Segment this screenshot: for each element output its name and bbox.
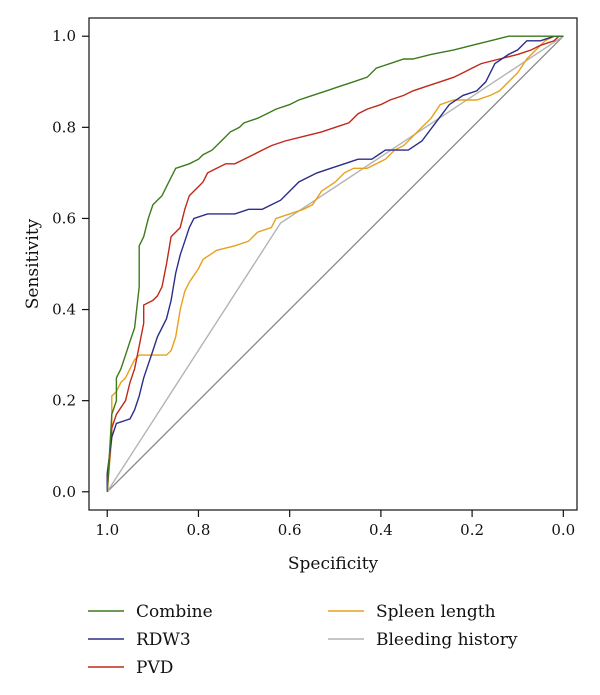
series-line-rdw3 [106,35,564,492]
y-axis-title: Sensitivity [23,218,43,309]
reference-line-layer [106,35,564,493]
x-tick-label: 0.0 [551,521,575,539]
y-tick-label: 0.2 [52,392,76,410]
series-line-combine [106,35,564,492]
legend-label-spleen-length: Spleen length [376,602,496,622]
x-tick-label: 1.0 [95,521,119,539]
series-line-pvd [106,35,564,492]
x-tick-label: 0.8 [187,521,211,539]
y-tick-label: 0.8 [52,118,76,136]
y-tick-label: 0.6 [52,209,76,227]
series-layer [106,35,564,493]
x-tick-label: 0.6 [278,521,302,539]
series-line-spleen-length [106,35,564,492]
plot-frame [88,17,578,511]
y-axis: 0.0 0.2 0.4 0.6 0.8 1.0 [52,27,89,501]
x-axis-title: Specificity [288,554,379,574]
x-tick-label: 0.4 [369,521,393,539]
legend-label-pvd: PVD [136,658,173,678]
y-tick-label: 0.4 [52,301,76,319]
x-axis: 1.0 0.8 0.6 0.4 0.2 0.0 [95,510,575,539]
y-tick-label: 1.0 [52,27,76,45]
legend: Combine RDW3 PVD Spleen length Bleeding hist… [88,602,518,678]
legend-label-combine: Combine [136,602,213,622]
reference-diagonal-line [106,35,564,493]
legend-label-bleeding-history: Bleeding history [376,630,518,650]
y-tick-label: 0.0 [52,483,76,501]
x-tick-label: 0.2 [460,521,484,539]
legend-label-rdw3: RDW3 [136,630,191,650]
series-line-bleeding-history [106,35,564,493]
